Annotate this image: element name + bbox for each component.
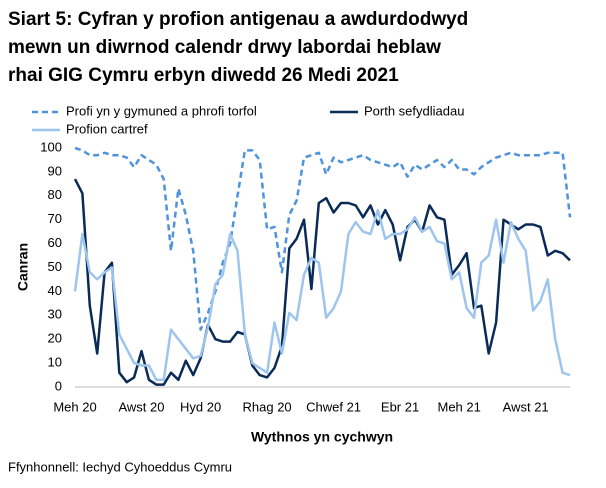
y-tick-label: 40 xyxy=(48,283,62,298)
y-tick-label: 10 xyxy=(48,355,62,370)
legend-label: Profi yn y gymuned a phrofi torfol xyxy=(66,103,257,118)
y-tick-label: 100 xyxy=(40,139,62,154)
y-tick-label: 20 xyxy=(48,331,62,346)
y-tick-label: 0 xyxy=(55,378,62,393)
chart-title: rhai GIG Cymru erbyn diwedd 26 Medi 2021 xyxy=(8,65,399,86)
x-tick-label: Meh 21 xyxy=(437,399,480,414)
series-line xyxy=(74,146,572,331)
chart-title: Siart 5: Cyfran y profion antigenau a aw… xyxy=(8,9,468,30)
y-tick-label: 70 xyxy=(48,211,62,226)
x-tick-label: Rhag 20 xyxy=(243,399,292,414)
y-tick-label: 50 xyxy=(48,259,62,274)
legend-label: Profion cartref xyxy=(66,121,148,136)
x-tick-label: Awst 20 xyxy=(118,399,164,414)
y-tick-label: 90 xyxy=(48,163,62,178)
series-line xyxy=(73,208,571,382)
y-tick-label: 30 xyxy=(48,307,62,322)
x-tick-label: Chwef 21 xyxy=(306,399,361,414)
chart-title: mewn un diwrnod calendr drwy labordai he… xyxy=(8,37,441,58)
legend-label: Porth sefydliadau xyxy=(364,103,464,118)
x-axis-title: Wythnos yn cychwyn xyxy=(251,429,393,445)
x-tick-label: Meh 20 xyxy=(53,399,96,414)
x-tick-label: Awst 21 xyxy=(503,399,549,414)
y-axis-title: Canran xyxy=(15,243,31,291)
series-line xyxy=(73,178,571,386)
y-tick-label: 60 xyxy=(48,235,62,250)
source: Ffynhonnell: Iechyd Cyhoeddus Cymru xyxy=(8,459,232,474)
y-tick-label: 80 xyxy=(48,187,62,202)
x-tick-label: Ebr 21 xyxy=(381,399,419,414)
x-tick-label: Hyd 20 xyxy=(180,399,221,414)
